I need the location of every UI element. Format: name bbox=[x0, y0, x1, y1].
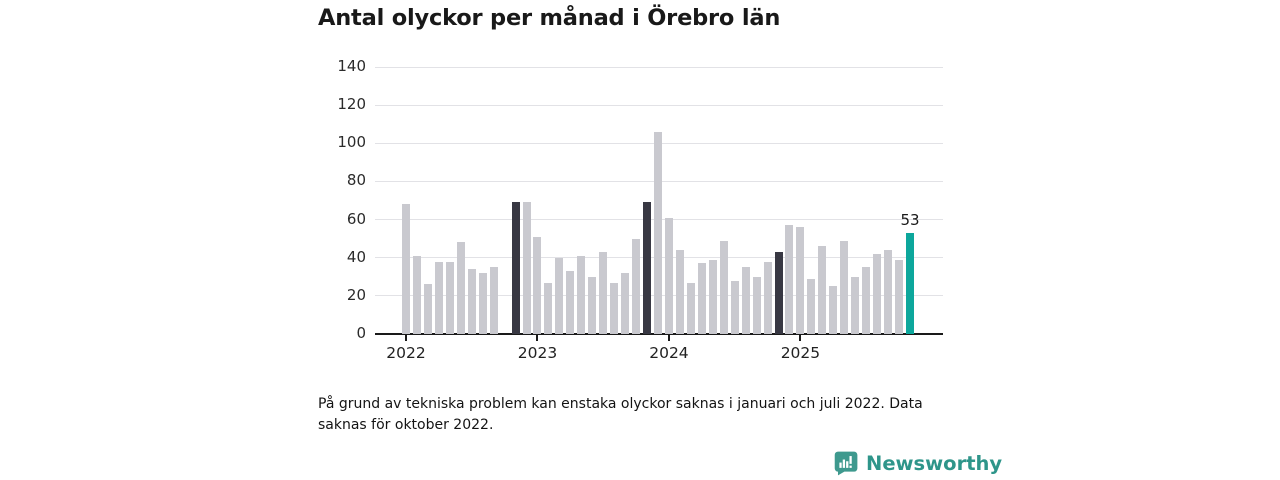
bar-mar-2024 bbox=[686, 282, 695, 334]
x-axis-label-2023: 2023 bbox=[517, 344, 558, 362]
bar-okt-2025 bbox=[895, 259, 904, 334]
bar-jul-2025 bbox=[862, 267, 871, 334]
y-axis-label-20: 20 bbox=[346, 285, 366, 304]
y-axis-label-120: 120 bbox=[337, 95, 366, 114]
bar-jan-2025 bbox=[796, 227, 805, 334]
bar-jun-2022 bbox=[456, 242, 465, 334]
y-axis-label-80: 80 bbox=[346, 171, 366, 190]
newsworthy-logo[interactable]: Newsworthy bbox=[833, 450, 1002, 476]
x-axis-label-2022: 2022 bbox=[386, 344, 426, 362]
bar-maj-2024 bbox=[708, 259, 717, 334]
bar-aug-2023 bbox=[610, 282, 619, 334]
bar-apr-2025 bbox=[829, 286, 838, 334]
bar-mar-2022 bbox=[423, 284, 432, 334]
bar-feb-2025 bbox=[807, 278, 816, 334]
bar-apr-2023 bbox=[566, 271, 575, 334]
y-axis-label-0: 0 bbox=[356, 324, 366, 342]
current-bar-value-label: 53 bbox=[900, 210, 920, 229]
bar-aug-2025 bbox=[873, 253, 882, 334]
y-axis-label-40: 40 bbox=[346, 247, 366, 266]
bar-feb-2022 bbox=[412, 255, 421, 334]
bar-dec-2023 bbox=[654, 131, 662, 334]
bar-sep-2024 bbox=[752, 276, 761, 334]
brand-name: Newsworthy bbox=[866, 451, 1003, 475]
bar-okt-2023 bbox=[632, 238, 641, 334]
bar-nov-2025 bbox=[906, 232, 914, 334]
bar-maj-2023 bbox=[577, 255, 586, 334]
bar-sep-2025 bbox=[884, 250, 893, 334]
x-tick-2024 bbox=[667, 335, 670, 341]
x-tick-2025 bbox=[799, 335, 802, 341]
y-axis-label-140: 140 bbox=[337, 57, 366, 75]
x-axis-label-2025: 2025 bbox=[780, 344, 821, 362]
bar-maj-2025 bbox=[840, 240, 849, 334]
bar-jul-2022 bbox=[467, 269, 476, 334]
bar-jan-2024 bbox=[664, 217, 673, 334]
bar-okt-2024 bbox=[763, 261, 772, 334]
chart-title: Antal olyckor per månad i Örebro län bbox=[318, 5, 781, 31]
bar-dec-2022 bbox=[522, 202, 531, 334]
bar-sep-2022 bbox=[489, 267, 498, 334]
bar-feb-2024 bbox=[675, 250, 684, 334]
x-tick-2023 bbox=[536, 335, 539, 341]
bar-sep-2023 bbox=[621, 272, 630, 334]
x-axis-label-2024: 2024 bbox=[649, 344, 689, 362]
bar-mar-2023 bbox=[555, 257, 564, 334]
chart-footnote: På grund av tekniska problem kan enstaka… bbox=[318, 396, 923, 433]
y-axis-label-60: 60 bbox=[346, 209, 366, 228]
bar-dec-2024 bbox=[785, 225, 794, 334]
bar-mar-2025 bbox=[818, 246, 827, 334]
x-tick-2022 bbox=[405, 335, 407, 341]
bar-jun-2023 bbox=[588, 276, 597, 334]
gridline-140 bbox=[375, 66, 943, 68]
bar-apr-2022 bbox=[434, 261, 443, 334]
bar-jan-2022 bbox=[402, 204, 410, 334]
bar-maj-2022 bbox=[445, 261, 454, 334]
bar-nov-2023 bbox=[643, 202, 652, 334]
gridline-120 bbox=[375, 104, 943, 106]
bar-aug-2024 bbox=[741, 267, 750, 334]
y-axis-label-100: 100 bbox=[337, 133, 366, 152]
newsworthy-speech-bubble-icon bbox=[834, 451, 858, 476]
bar-jan-2023 bbox=[533, 236, 542, 334]
bar-jun-2025 bbox=[851, 276, 860, 334]
bar-nov-2022 bbox=[511, 202, 520, 334]
bar-jul-2023 bbox=[599, 251, 608, 334]
bar-feb-2023 bbox=[544, 282, 553, 334]
bar-jul-2024 bbox=[730, 280, 739, 334]
bar-jun-2024 bbox=[719, 240, 728, 334]
bar-apr-2024 bbox=[697, 263, 706, 334]
bar-aug-2022 bbox=[478, 272, 487, 334]
bar-nov-2024 bbox=[774, 251, 783, 334]
x-axis-line bbox=[375, 333, 943, 335]
